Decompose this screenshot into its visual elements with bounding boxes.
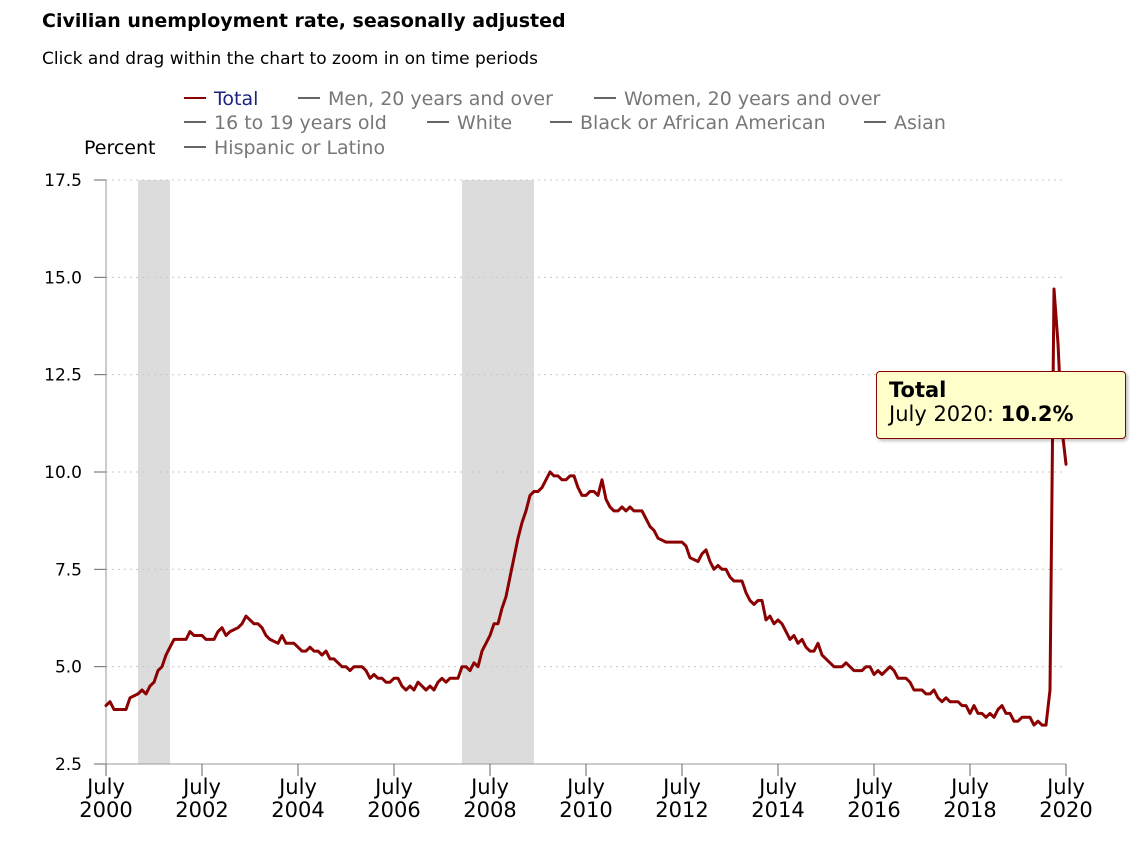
legend-item-total[interactable]: Total [184,88,258,110]
x-tick-label-month: July [1045,775,1085,799]
legend-label-black: Black or African American [580,112,826,134]
legend-label-asian: Asian [894,112,946,134]
y-tick-labels: 2.5 5.0 7.5 10.0 12.5 15.0 17.5 [44,171,82,775]
legend-label-total: Total [214,88,259,110]
legend-item-hispanic[interactable]: Hispanic or Latino [184,137,385,159]
y-tick-label: 10.0 [44,463,82,483]
hover-tooltip: Total July 2020: 10.2% [876,371,1126,439]
x-tick-label-year: 2006 [367,798,420,822]
x-tick-label-month: July [565,775,605,799]
gridlines [94,179,1066,765]
tooltip-series-name: Total [889,378,947,402]
x-tick-label-year: 2010 [559,798,612,822]
legend-swatch-total [184,96,206,99]
x-tick-label-month: July [469,775,509,799]
legend-swatch-men [298,96,320,99]
y-tick-label: 5.0 [55,658,82,678]
x-tick-label-year: 2020 [1039,798,1092,822]
x-tick-label-year: 2002 [175,798,228,822]
y-tick-label: 17.5 [44,171,82,191]
x-tick-label-month: July [757,775,797,799]
legend-label-men: Men, 20 years and over [328,88,553,110]
x-tick-label-year: 2008 [463,798,516,822]
x-tick-label-year: 2000 [79,798,132,822]
legend-item-asian[interactable]: Asian [864,112,946,134]
y-tick-label: 15.0 [44,268,82,288]
legend-item-men[interactable]: Men, 20 years and over [298,88,553,110]
y-tick-label: 7.5 [55,560,82,580]
y-tick-label: 2.5 [55,755,82,775]
chart-subtitle: Click and drag within the chart to zoom … [42,49,539,69]
x-tick-label-year: 2014 [751,798,804,822]
y-axis-label: Percent [84,137,156,159]
chart-title: Civilian unemployment rate, seasonally a… [42,10,566,32]
legend-item-teens[interactable]: 16 to 19 years old [184,112,387,134]
x-tick-label-year: 2018 [943,798,996,822]
x-tick-label-month: July [949,775,989,799]
legend-item-women[interactable]: Women, 20 years and over [594,88,880,110]
legend-item-black[interactable]: Black or African American [550,112,826,134]
x-tick-label-year: 2004 [271,798,324,822]
legend-label-women: Women, 20 years and over [624,88,881,110]
tooltip-body: July 2020: 10.2% [889,402,1113,426]
legend-swatch-asian [864,120,886,123]
x-tick-label-month: July [277,775,317,799]
tooltip-date: July 2020: [889,402,994,426]
series-line-total[interactable] [104,287,1068,727]
series-lines[interactable] [104,287,1068,727]
x-tick-label-month: July [853,775,893,799]
x-tick-label-year: 2016 [847,798,900,822]
y-tick-label: 12.5 [44,366,82,386]
x-tick-label-month: July [85,775,125,799]
legend-swatch-black [550,120,572,123]
x-tick-label-month: July [661,775,701,799]
legend-swatch-women [594,96,616,99]
tooltip-value: 10.2% [1000,402,1074,426]
x-tick-labels: July2000July2002July2004July2006July2008… [79,764,1093,822]
legend-swatch-white [427,120,449,123]
legend-swatch-hispanic [184,145,206,148]
legend-item-white[interactable]: White [427,112,512,134]
legend-label-white: White [457,112,513,134]
x-tick-label-month: July [181,775,221,799]
legend-label-hispanic: Hispanic or Latino [214,137,386,159]
legend-label-teens: 16 to 19 years old [214,112,387,134]
x-tick-label-month: July [373,775,413,799]
x-tick-label-year: 2012 [655,798,708,822]
legend-swatch-teens [184,120,206,123]
